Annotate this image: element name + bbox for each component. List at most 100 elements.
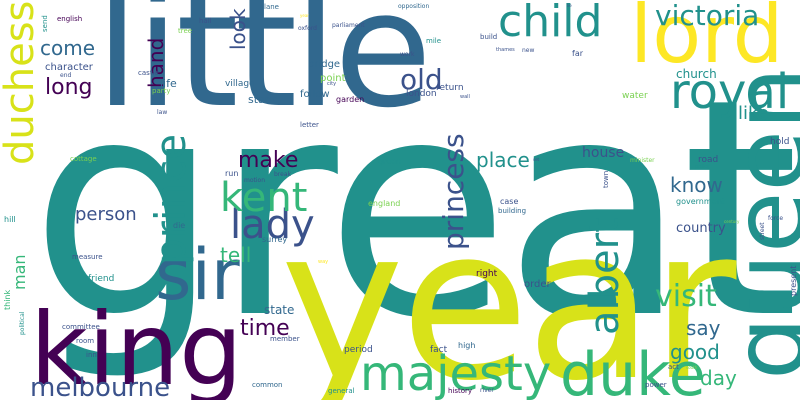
word-mile: mile <box>426 37 442 45</box>
word-city: city <box>327 81 337 87</box>
word-year: year <box>280 182 737 400</box>
word-make: make <box>238 148 299 173</box>
word-hall: hall <box>199 17 212 25</box>
word-country: country <box>676 221 726 236</box>
word-stand: stand <box>248 93 279 106</box>
word-friend: friend <box>88 274 115 284</box>
word-english: english <box>57 15 83 23</box>
word-far: far <box>572 49 584 58</box>
word-state: state <box>264 303 295 317</box>
word-say: say <box>686 316 721 340</box>
word-fact: fact <box>430 345 448 355</box>
word-melbourne: melbourne <box>30 373 171 400</box>
word-think: think <box>3 289 12 310</box>
word-way: way <box>318 259 329 265</box>
word-man: man <box>10 254 29 290</box>
word-act: act <box>668 363 679 371</box>
word-party: party <box>152 87 171 95</box>
word-send: send <box>41 15 49 32</box>
word-sir: sir <box>155 234 240 316</box>
word-run: run <box>225 169 239 178</box>
word-good: good <box>670 340 720 364</box>
word-oxford: oxford <box>298 25 317 32</box>
word-royal: royal <box>670 64 790 120</box>
word-person: person <box>75 204 137 225</box>
word-high: high <box>458 341 476 350</box>
word-die: die <box>173 221 186 230</box>
word-visit: visit <box>655 279 717 314</box>
word-government: government <box>676 197 725 206</box>
word-lady: lady <box>230 202 315 248</box>
word-water: water <box>622 91 648 101</box>
word-general: general <box>328 387 355 395</box>
word-know: know <box>670 173 723 197</box>
word-green: green <box>378 157 402 166</box>
word-south: south <box>686 365 698 370</box>
word-long: long <box>45 75 93 100</box>
word-like: like <box>738 103 769 124</box>
word-albert: albert <box>582 217 628 335</box>
word-great: great <box>30 35 799 384</box>
word-point: point <box>320 73 346 84</box>
word-force: force <box>768 215 784 222</box>
word-common: common <box>252 381 283 389</box>
word-power: power <box>645 381 667 389</box>
word-bridge: bridge <box>308 59 341 70</box>
word-committee: committee <box>62 323 100 331</box>
word-princess: princess <box>437 133 470 250</box>
word-life: life <box>160 77 177 90</box>
word-victoria: victoria <box>655 0 760 32</box>
word-surrey: surrey <box>262 235 288 244</box>
word-come: come <box>40 36 96 60</box>
word-look: look <box>226 8 250 50</box>
word-political: political <box>19 311 26 335</box>
word-england: england <box>368 199 401 208</box>
word-london: london <box>406 89 437 99</box>
word-law: law <box>157 109 168 116</box>
word-member: member <box>270 335 300 343</box>
word-measure: measure <box>72 253 103 261</box>
word-parliament: parliament <box>332 22 365 29</box>
word-new: new <box>522 47 535 54</box>
word-river: river <box>480 387 494 394</box>
word-follow: follow <box>300 89 330 100</box>
word-year-small: year <box>300 13 309 18</box>
word-lord: lord <box>630 0 784 81</box>
word-village: village <box>225 79 255 89</box>
word-break: break <box>274 171 291 178</box>
word-road: road <box>698 155 719 165</box>
word-hold: hold <box>770 137 790 147</box>
word-return: return <box>436 83 464 93</box>
word-opposition: opposition <box>398 3 430 10</box>
word-set: set <box>533 157 540 162</box>
word-century: century <box>724 219 740 224</box>
word-old: old <box>400 63 443 96</box>
word-end: end <box>60 72 72 79</box>
word-castle: castle <box>138 69 159 77</box>
word-little: little <box>95 0 432 143</box>
word-history: history <box>448 387 473 395</box>
word-case: case <box>500 197 519 206</box>
word-policy: policy <box>695 164 710 170</box>
word-order: order <box>524 279 551 290</box>
word-work: work <box>400 51 415 58</box>
word-prince: prince <box>146 133 195 265</box>
word-tree: tree <box>178 27 193 35</box>
word-king: king <box>30 291 243 400</box>
word-present: present <box>789 265 798 296</box>
word-town: town <box>602 170 610 188</box>
word-build: build <box>480 33 498 41</box>
word-child: child <box>498 0 603 47</box>
word-thames: thames <box>496 47 515 53</box>
word-place: place <box>476 148 530 172</box>
word-wall: wall <box>460 94 470 100</box>
word-kent: kent <box>220 175 308 221</box>
word-minister: minister <box>630 157 655 164</box>
word-building: building <box>498 207 527 215</box>
word-house: house <box>582 145 625 161</box>
word-tell: tell <box>220 243 252 267</box>
word-day: day <box>700 366 737 390</box>
word-street: street <box>759 222 766 240</box>
word-cottage: cottage <box>70 155 97 163</box>
